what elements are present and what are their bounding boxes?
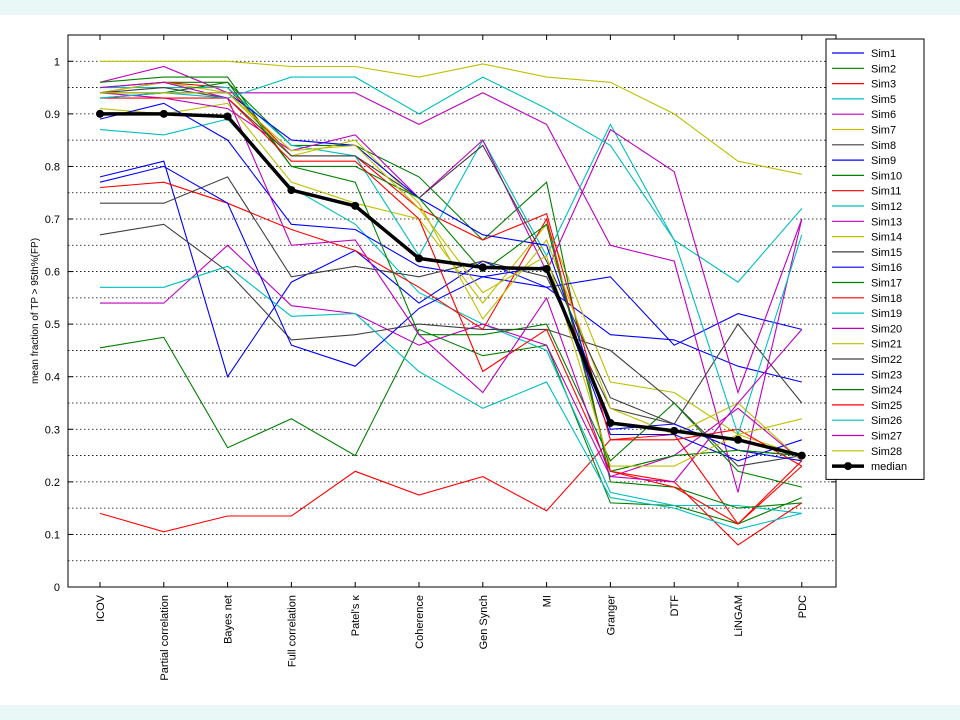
y-axis-ticks: 0 0.1 0.2 0.3 0.4 0.5 0.6 0.7 0.8 0.9 1 [45,56,836,594]
legend-label: Sim23 [871,369,902,381]
legend-label: Sim8 [871,140,896,152]
series-line-sim3 [99,433,803,533]
y-tick-label: 0.7 [45,214,60,226]
series-line-sim19 [100,87,803,283]
median-point [159,109,168,118]
series-line-sim9 [99,102,802,346]
median-point [351,201,360,210]
series-line-sim25 [100,97,803,525]
legend-label: Sim2 [871,63,896,75]
median-series [96,109,806,460]
x-tick-label: Coherence [414,595,426,649]
series-line-sim18 [99,81,803,467]
legend-label: Sim26 [871,415,902,427]
y-tick-label: 0.1 [45,529,60,541]
median-point [606,418,615,427]
median-point [542,264,551,273]
y-tick-label: 0.4 [45,372,60,384]
legend-label: Sim20 [871,323,902,335]
y-tick-label: 1 [54,56,60,68]
x-tick-label: MI [542,595,554,607]
legend-label: Sim25 [871,400,902,412]
legend-label: Sim21 [871,339,902,351]
legend-label: Sim28 [871,446,902,458]
median-point [478,263,487,272]
legend: Sim1 Sim2 Sim3 Sim5 Sim6 Sim7 Sim8 Sim9 Sim10 Sim… [825,38,925,480]
series-line-sim27 [99,81,803,483]
legend-marker [844,462,852,471]
median-point [734,435,742,444]
y-tick-label: 0.3 [45,424,60,436]
series-line-sim24 [100,81,802,472]
legend-label: Sim22 [871,354,902,366]
legend-label: Sim5 [871,94,896,106]
legend-label: Sim9 [871,155,896,167]
series-line-sim26 [99,76,803,437]
series-line-sim10 [99,81,802,509]
median-point [670,426,679,435]
x-tick-label: LiNGAM [733,595,745,637]
series-line-sim28 [100,92,802,467]
y-tick-label: 0 [54,582,60,594]
legend-label: Sim1 [871,48,896,60]
legend-label: Sim3 [871,79,896,91]
y-tick-label: 0.5 [45,319,60,331]
series-line-sim17 [99,76,802,488]
legend-box [825,38,925,480]
x-tick-label: Patel's κ [350,595,362,637]
legend-label: Sim6 [871,109,896,121]
series-lines [99,60,803,546]
slide: 0 0.1 0.2 0.3 0.4 0.5 0.6 0.7 0.8 0.9 1 ICOV Partia… [0,15,960,705]
legend-label: Sim12 [871,201,902,213]
median-point [96,109,104,118]
median-point [415,254,423,263]
legend-label: Sim27 [871,431,902,443]
legend-label: Sim14 [871,232,902,244]
x-tick-label: Partial correlation [159,595,171,681]
series-line-sim1 [99,160,802,383]
series-line-sim2 [99,328,803,525]
x-tick-label: Gen Synch [478,595,490,649]
median-line [100,112,803,458]
legend-label: Sim24 [871,385,902,397]
legend-label: Sim19 [871,308,902,320]
x-tick-label: Full correlation [286,595,298,667]
y-tick-label: 0.9 [45,109,60,121]
x-tick-label: Granger [605,595,617,636]
legend-label: Sim11 [871,186,901,198]
plot-area-border [67,34,837,588]
legend-label: Sim7 [871,125,896,137]
legend-label: Sim18 [871,293,902,305]
series-line-sim16 [99,165,802,462]
series-line-sim21 [99,81,803,462]
median-point [223,112,232,121]
x-axis-ticks: ICOV Partial correlation Bayes net Full cor… [95,35,809,681]
line-chart: 0 0.1 0.2 0.3 0.4 0.5 0.6 0.7 0.8 0.9 1 ICOV Partia… [30,34,925,681]
series-line-sim6 [100,244,803,478]
y-tick-label: 0.8 [45,161,60,173]
series-line-sim12 [100,265,802,530]
median-point [287,186,296,195]
y-axis-label: mean fraction of TP > 95th%(FP) [30,238,41,384]
legend-label: Sim17 [871,278,902,290]
median-point [797,451,806,460]
legend-label: Sim16 [871,262,902,274]
legend-label: Sim15 [871,247,902,259]
x-tick-label: ICOV [95,594,107,622]
series-line-sim14 [100,60,802,175]
y-tick-label: 0.2 [45,477,60,489]
x-tick-label: PDC [797,595,809,618]
y-tick-label: 0.6 [45,267,60,279]
series-line-sim20 [99,92,803,395]
series-line-sim13 [99,65,803,493]
x-tick-label: Bayes net [223,595,235,644]
legend-label: Sim13 [871,216,902,228]
series-line-sim11 [99,181,803,546]
legend-label: Sim10 [871,170,902,182]
legend-label: median [871,461,907,473]
series-line-sim15 [100,176,803,425]
series-line-sim23 [99,92,802,462]
series-line-sim8 [99,223,802,467]
x-tick-label: DTF [669,595,681,617]
